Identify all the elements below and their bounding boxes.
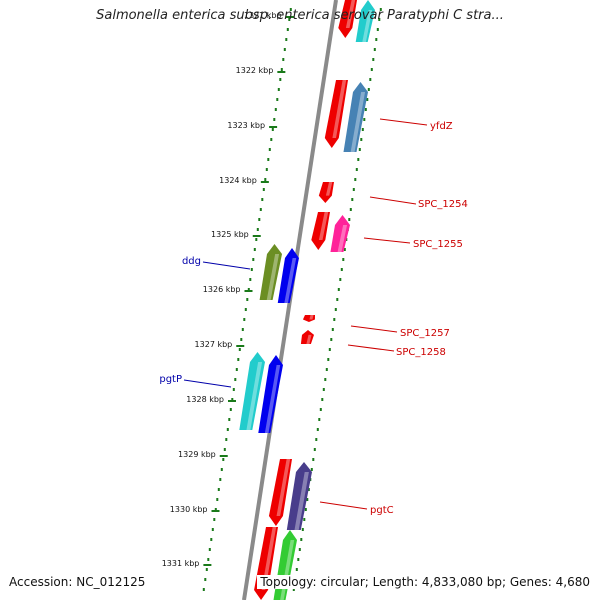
gene-arrow-cyan — [355, 0, 375, 42]
gene-arrow-cyan — [239, 352, 265, 430]
gene-arrow-red — [268, 459, 292, 526]
inner-dotted-track — [202, 8, 292, 591]
tick-label: 1331 kbp — [162, 559, 200, 568]
tick-label: 1325 kbp — [211, 230, 249, 239]
gene-label-leader — [379, 118, 428, 126]
gene-arrow-blue — [258, 355, 283, 433]
gene-arrow-steel-blue — [343, 82, 368, 152]
gene-label-ddg: ddg — [182, 256, 201, 267]
gene-label-leader — [369, 196, 417, 205]
gene-arrow-blue — [277, 248, 299, 303]
gene-label-pgtc: pgtC — [370, 505, 394, 516]
gene-label-spc-1255: SPC_1255 — [413, 239, 463, 250]
gene-label-spc-1258: SPC_1258 — [396, 347, 446, 358]
gene-arrow-red — [300, 330, 314, 344]
gene-label-yfdz: yfdZ — [430, 121, 453, 132]
gene-arrow-red — [311, 212, 330, 250]
gene-label-spc-1254: SPC_1254 — [418, 199, 468, 210]
gene-label-pgtp: pgtP — [159, 374, 182, 385]
gene-label-leader — [350, 325, 398, 333]
outer-dotted-track — [292, 8, 382, 591]
gene-label-leader — [319, 501, 368, 510]
tick-label: 1327 kbp — [195, 340, 233, 349]
gene-arrow-red — [254, 527, 278, 600]
tick-label: 1328 kbp — [186, 395, 224, 404]
tick-label: 1321 kbp — [244, 11, 282, 20]
tick-label: 1326 kbp — [203, 285, 241, 294]
gene-arrow-slate — [286, 462, 312, 530]
genome-summary-text: Topology: circular; Length: 4,833,080 bp… — [257, 575, 590, 589]
gene-arrow-red — [324, 80, 348, 148]
gene-arrow-red — [338, 0, 357, 38]
tick-label: 1322 kbp — [236, 66, 274, 75]
gene-arrow-red — [318, 182, 334, 203]
gene-label-leader — [183, 379, 232, 388]
gene-label-leader — [202, 261, 251, 270]
gene-label-spc-1257: SPC_1257 — [400, 328, 450, 339]
gene-arrow-pink — [330, 215, 350, 252]
tick-label: 1330 kbp — [170, 505, 208, 514]
genome-title: Salmonella enterica subsp. enterica sero… — [96, 8, 504, 23]
gene-label-leader — [347, 344, 395, 352]
gene-arrow-red — [302, 315, 315, 322]
tick-label: 1323 kbp — [227, 121, 265, 130]
accession-text: Accession: NC_012125 — [9, 575, 146, 589]
tick-label: 1329 kbp — [178, 450, 216, 459]
tick-label: 1324 kbp — [219, 176, 257, 185]
gene-arrow-olive — [259, 244, 282, 300]
gene-label-leader — [363, 237, 411, 244]
